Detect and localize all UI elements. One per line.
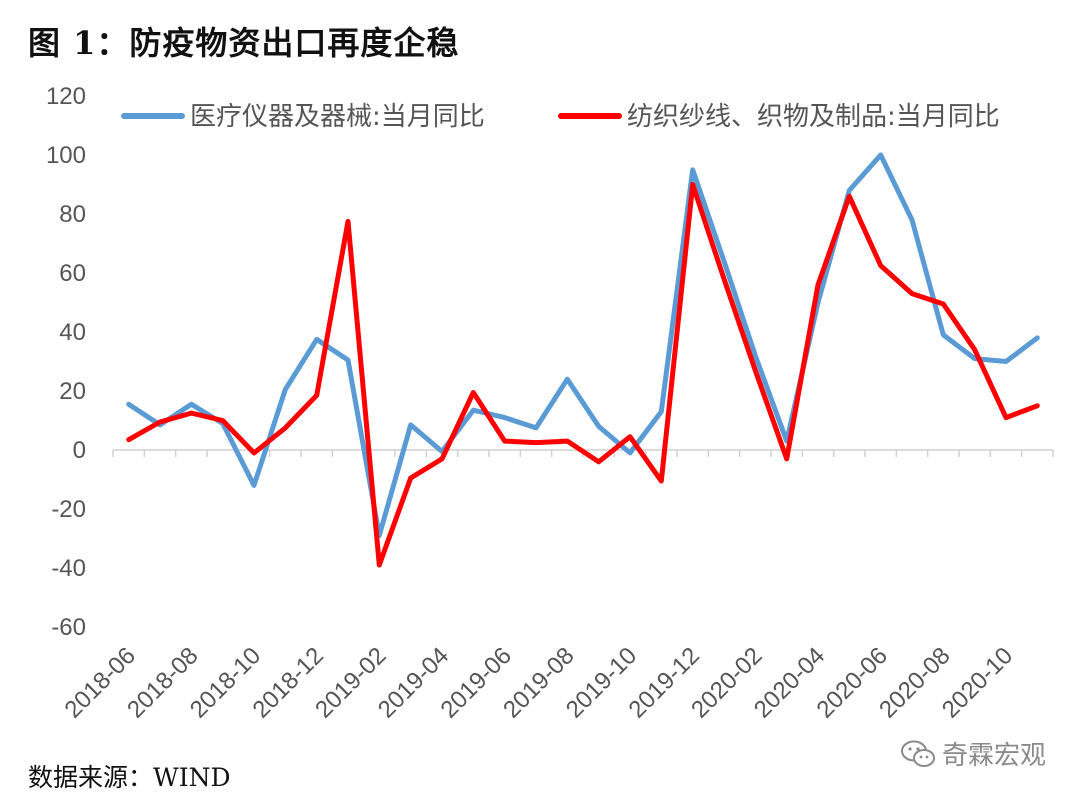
data-source: 数据来源：WIND bbox=[28, 763, 231, 792]
y-tick-label: 100 bbox=[46, 142, 86, 169]
y-tick-label: 80 bbox=[59, 201, 86, 228]
y-tick-label: 60 bbox=[59, 260, 86, 287]
chart-title: 图 1：防疫物资出口再度企稳 bbox=[28, 24, 460, 62]
y-tick-label: 20 bbox=[59, 378, 86, 405]
y-tick-label: 120 bbox=[46, 83, 86, 110]
series-lines bbox=[126, 152, 1040, 568]
y-tick-label: -20 bbox=[51, 496, 86, 523]
legend: 医疗仪器及器械:当月同比 纺织纱线、织物及制品:当月同比 bbox=[121, 102, 1000, 132]
y-tick-label: 0 bbox=[73, 437, 86, 464]
series-line-medical bbox=[126, 152, 1040, 538]
wechat-icon bbox=[900, 740, 935, 767]
watermark: 奇霖宏观 bbox=[900, 735, 1046, 772]
y-tick-label: -60 bbox=[51, 614, 86, 641]
legend-label: 医疗仪器及器械:当月同比 bbox=[190, 102, 485, 132]
y-tick-label: -40 bbox=[51, 555, 86, 582]
legend-label: 纺织纱线、织物及制品:当月同比 bbox=[627, 102, 1000, 132]
watermark-text: 奇霖宏观 bbox=[941, 741, 1046, 771]
series-line-textile bbox=[126, 182, 1040, 568]
x-tick-label: 2020-10 bbox=[937, 642, 1018, 723]
y-tick-label: 40 bbox=[59, 319, 86, 346]
